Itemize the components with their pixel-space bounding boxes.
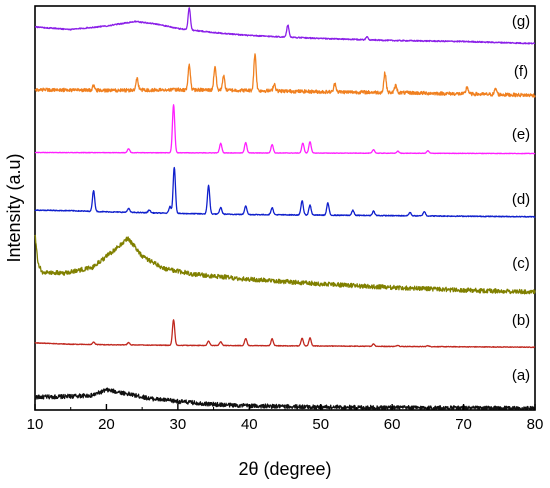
series-line-g xyxy=(34,7,536,45)
series-line-d xyxy=(34,166,536,218)
series-label-f: (f) xyxy=(514,63,528,80)
plot-frame xyxy=(34,5,536,411)
x-axis-title: 2θ (degree) xyxy=(238,459,331,479)
series-label-e: (e) xyxy=(512,126,530,143)
series-label-b: (b) xyxy=(512,312,530,329)
series-label-d: (d) xyxy=(512,191,530,208)
series-line-c xyxy=(34,234,536,295)
x-tick-label: 40 xyxy=(241,416,258,433)
x-axis: 10 20 30 40 50 60 70 80 xyxy=(27,404,544,433)
x-tick-label: 60 xyxy=(384,416,401,433)
series-label-c: (c) xyxy=(512,255,530,272)
x-tick-label: 70 xyxy=(455,416,472,433)
series-label-layer: (a) (b) (c) (d) (e) (f) (g) xyxy=(512,13,530,384)
series-line-a xyxy=(34,387,536,410)
x-tick-label: 10 xyxy=(27,416,44,433)
series-label-a: (a) xyxy=(512,367,530,384)
series-layer xyxy=(34,7,536,410)
series-label-g: (g) xyxy=(512,13,530,30)
x-tick-label: 20 xyxy=(98,416,115,433)
y-axis-title: Intensity (a.u) xyxy=(4,153,24,262)
x-tick-label: 50 xyxy=(312,416,329,433)
series-line-b xyxy=(34,319,536,349)
x-tick-label: 30 xyxy=(170,416,187,433)
series-line-e xyxy=(34,104,536,155)
series-line-f xyxy=(34,53,536,98)
x-tick-label: 80 xyxy=(527,416,544,433)
